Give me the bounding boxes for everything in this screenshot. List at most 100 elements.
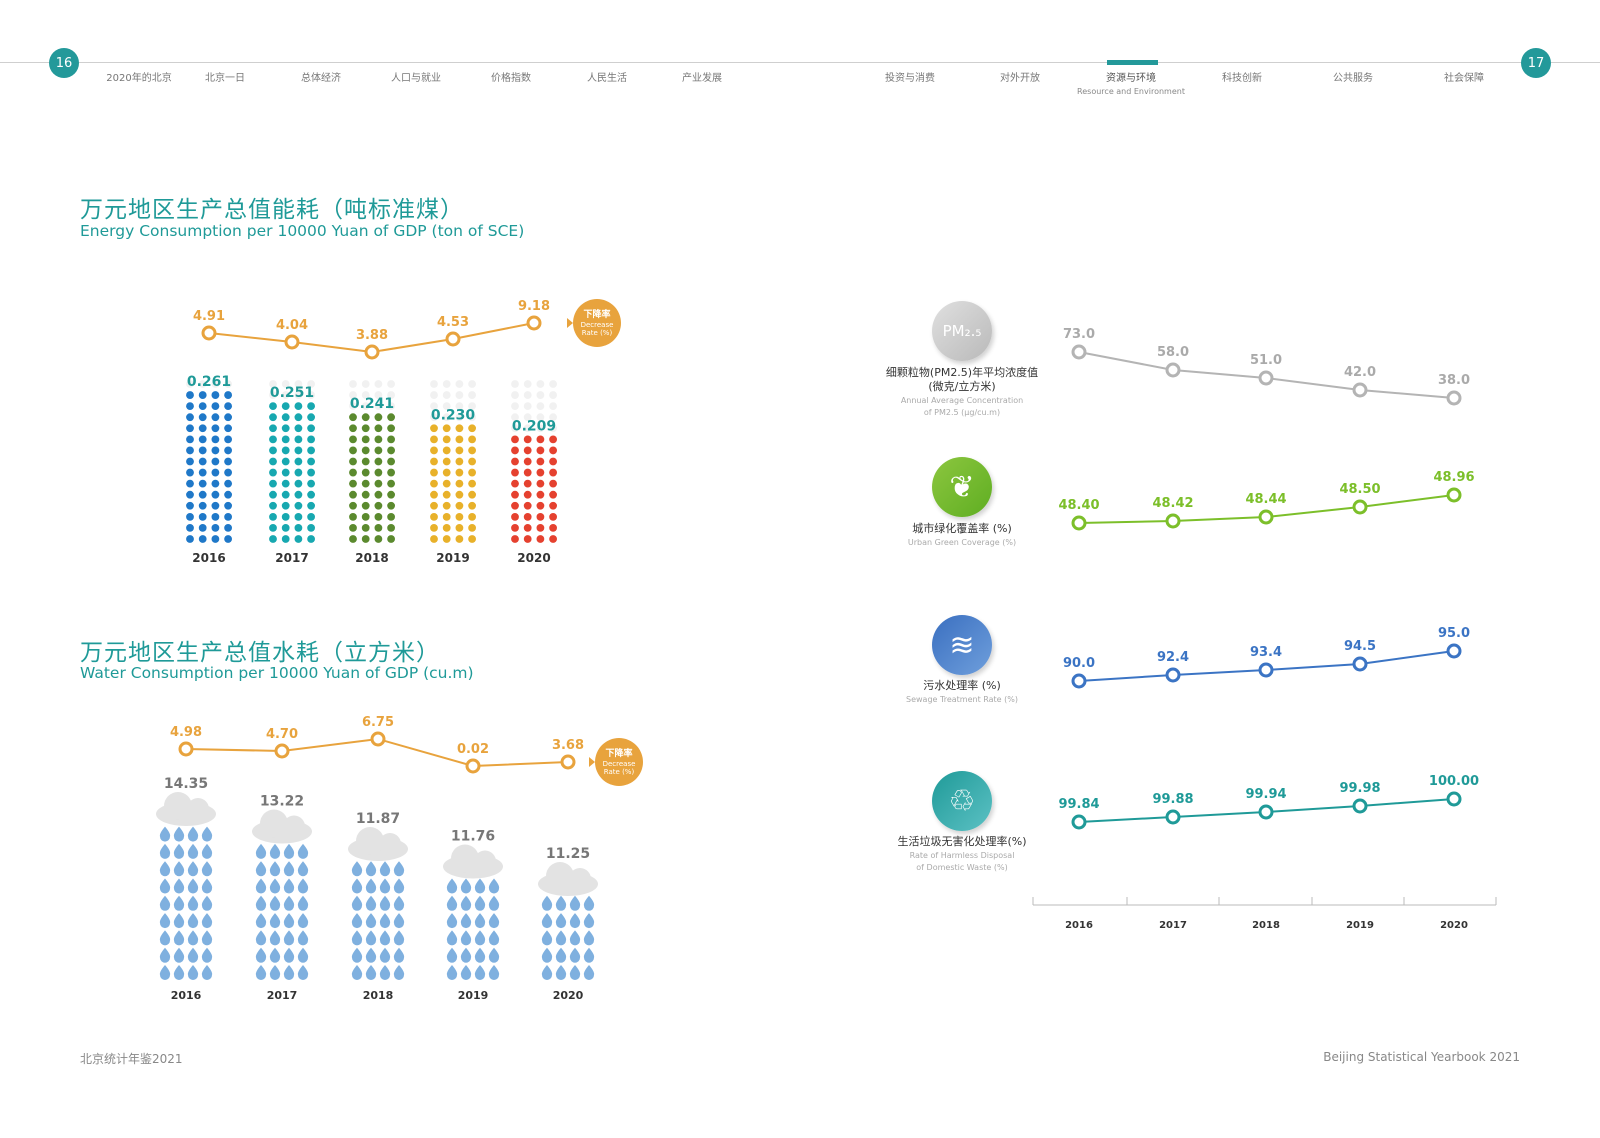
water-drop bbox=[474, 913, 486, 929]
water-value-label: 11.25 bbox=[546, 846, 590, 862]
water-drop bbox=[255, 947, 267, 963]
badge-label-en: Decrease bbox=[581, 321, 614, 329]
energy-dot bbox=[523, 435, 532, 444]
nav-item[interactable]: 社会保障 bbox=[1444, 69, 1484, 84]
water-drop bbox=[379, 895, 391, 911]
nav-item[interactable]: 对外开放 bbox=[1000, 69, 1040, 84]
nav-item[interactable]: 人口与就业 bbox=[391, 69, 441, 84]
water-drop bbox=[379, 965, 391, 980]
nav-item[interactable]: 2020年的北京 bbox=[106, 69, 171, 84]
indicator-label-en: Rate of Harmless Disposal bbox=[909, 851, 1015, 860]
nav-item-label: 资源与环境 bbox=[1106, 73, 1156, 84]
energy-dot bbox=[294, 457, 303, 466]
empty-dot bbox=[281, 380, 290, 388]
water-drop bbox=[283, 861, 295, 877]
water-drop bbox=[460, 913, 472, 929]
water-drop bbox=[201, 913, 213, 929]
energy-dot bbox=[349, 435, 357, 444]
page-number-right: 17 bbox=[1521, 48, 1551, 78]
data-label: 48.96 bbox=[1433, 470, 1474, 485]
empty-dot bbox=[536, 424, 545, 433]
empty-dot bbox=[523, 413, 532, 422]
data-label: 38.0 bbox=[1438, 373, 1470, 388]
cloud-part bbox=[569, 868, 591, 890]
nav-item[interactable]: 人民生活 bbox=[587, 69, 627, 84]
energy-dot bbox=[224, 457, 233, 466]
nav-item[interactable]: 公共服务 bbox=[1333, 69, 1373, 84]
energy-dot bbox=[468, 501, 476, 510]
energy-dot bbox=[269, 424, 277, 433]
energy-dot bbox=[455, 446, 464, 455]
data-label: 48.40 bbox=[1058, 498, 1099, 513]
nav-item[interactable]: 投资与消费 bbox=[885, 69, 935, 84]
water-drop bbox=[187, 947, 199, 963]
data-label: 9.18 bbox=[518, 299, 550, 314]
water-drop bbox=[488, 913, 500, 929]
badge-label-en: Decrease bbox=[603, 760, 636, 768]
data-label: 6.75 bbox=[362, 715, 394, 730]
water-drop bbox=[351, 861, 363, 877]
energy-dot bbox=[307, 468, 315, 477]
energy-dot bbox=[536, 446, 545, 455]
empty-dot bbox=[455, 380, 464, 388]
energy-dot bbox=[523, 512, 532, 521]
nav-item-label: 2020年的北京 bbox=[106, 73, 172, 84]
water-drop bbox=[255, 913, 267, 929]
data-label: 73.0 bbox=[1063, 327, 1095, 342]
water-drop bbox=[446, 913, 458, 929]
energy-dot bbox=[549, 535, 557, 543]
energy-dot bbox=[307, 524, 315, 532]
energy-dot bbox=[281, 413, 290, 422]
nav-item[interactable]: 总体经济 bbox=[301, 69, 341, 84]
energy-dot bbox=[511, 446, 519, 455]
data-label: 95.0 bbox=[1438, 626, 1470, 641]
energy-dot bbox=[186, 490, 194, 499]
energy-dot bbox=[224, 446, 233, 455]
energy-dot bbox=[361, 535, 370, 543]
energy-dot bbox=[281, 457, 290, 466]
energy-dot bbox=[374, 512, 383, 521]
water-drop bbox=[474, 895, 486, 911]
data-point bbox=[201, 325, 217, 341]
energy-dot bbox=[549, 501, 557, 510]
year-label: 2018 bbox=[355, 551, 388, 565]
data-label: 4.04 bbox=[276, 318, 308, 333]
nav-item[interactable]: 产业发展 bbox=[682, 69, 722, 84]
energy-dot bbox=[198, 457, 207, 466]
energy-dot bbox=[224, 479, 233, 488]
data-point bbox=[1446, 390, 1462, 406]
energy-dot bbox=[294, 413, 303, 422]
data-label: 93.4 bbox=[1250, 645, 1282, 660]
energy-dot bbox=[523, 479, 532, 488]
water-drop bbox=[460, 965, 472, 980]
data-point bbox=[465, 758, 481, 774]
energy-dot bbox=[211, 468, 220, 477]
energy-dot bbox=[523, 468, 532, 477]
indicator-label: 城市绿化覆盖率 (%) Urban Green Coverage (%) bbox=[908, 522, 1016, 548]
nav-item[interactable]: 资源与环境 Resource and Environment bbox=[1077, 69, 1185, 96]
nav-item[interactable]: 科技创新 bbox=[1222, 69, 1262, 84]
empty-dot bbox=[536, 391, 545, 399]
nav-item[interactable]: 北京一日 bbox=[205, 69, 245, 84]
energy-dot bbox=[511, 512, 519, 521]
water-drop bbox=[269, 878, 281, 894]
energy-dot bbox=[294, 424, 303, 433]
energy-dot bbox=[430, 424, 438, 433]
energy-dot bbox=[549, 524, 557, 532]
cloud-part bbox=[379, 833, 401, 855]
energy-dot bbox=[294, 446, 303, 455]
energy-dot bbox=[430, 512, 438, 521]
empty-dot bbox=[523, 402, 532, 411]
energy-dot bbox=[468, 512, 476, 521]
badge-label-cn: 下降率 bbox=[583, 308, 610, 320]
empty-dot bbox=[536, 402, 545, 411]
cloud-part bbox=[187, 798, 209, 820]
nav-item[interactable]: 价格指数 bbox=[491, 69, 531, 84]
energy-dot bbox=[361, 424, 370, 433]
energy-dot bbox=[523, 457, 532, 466]
energy-dot bbox=[211, 413, 220, 422]
data-label: 51.0 bbox=[1250, 353, 1282, 368]
water-drop bbox=[365, 965, 377, 980]
energy-dot bbox=[224, 501, 233, 510]
